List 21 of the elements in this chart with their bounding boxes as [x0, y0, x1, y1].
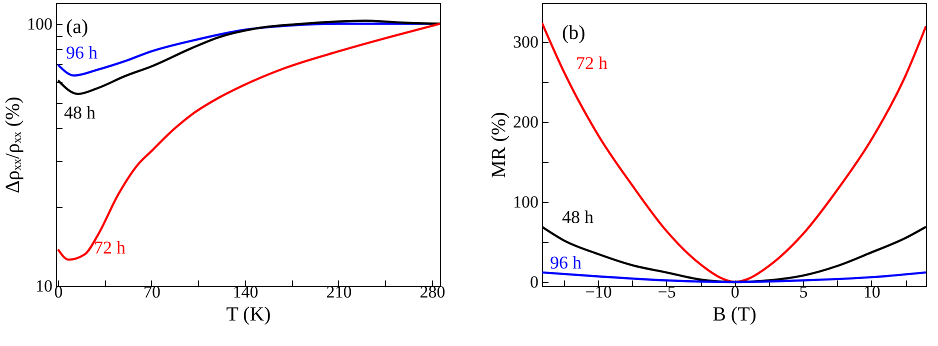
y-axis-title: Δρₓₓ/ρₓₓ (%) [2, 96, 24, 194]
series-label: 48 h [64, 102, 96, 122]
x-tick-label: 10 [863, 282, 880, 302]
y-axis-title: MR (%) [488, 112, 510, 178]
y-tick-label: 300 [513, 32, 538, 52]
y-tick-label: 100 [27, 14, 52, 34]
x-axis-title: T (K) [226, 304, 271, 326]
x-tick-label: −10 [585, 282, 612, 302]
annotation: (a) [66, 16, 88, 38]
x-axis-title: B (T) [712, 304, 756, 326]
y-tick-label: 100 [513, 192, 538, 212]
line-series [542, 271, 926, 284]
annotation: (b) [562, 22, 586, 44]
x-tick-label: 140 [232, 282, 258, 302]
series-label: 72 h [94, 237, 126, 258]
series-label: 72 h [576, 52, 608, 73]
series-label: 96 h [66, 42, 98, 63]
series-label: 96 h [550, 252, 582, 272]
series-label: 48 h [562, 206, 594, 227]
line-series [542, 22, 926, 284]
y-tick-label: 200 [513, 112, 538, 132]
